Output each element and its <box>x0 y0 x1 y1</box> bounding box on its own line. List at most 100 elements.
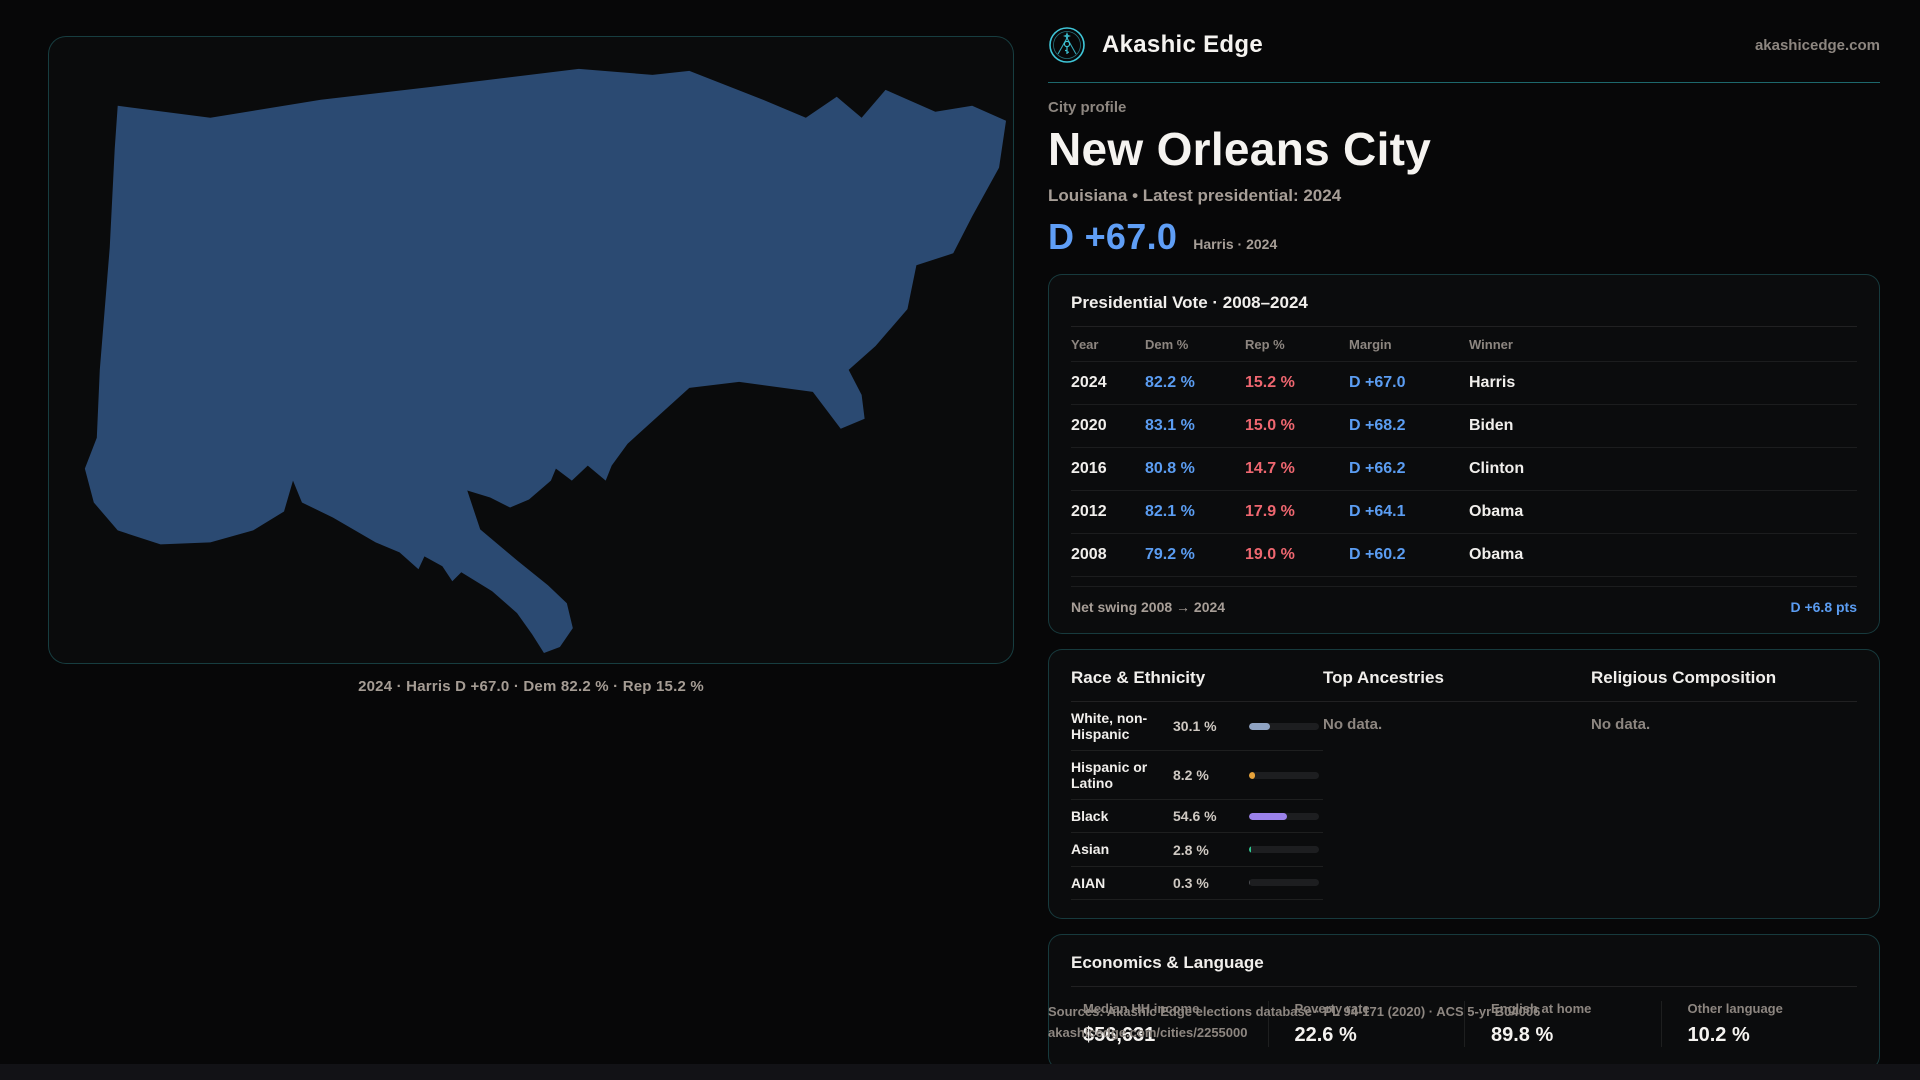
table-row: 2008 79.2 % 19.0 % D +60.2 Obama <box>1071 534 1857 577</box>
city-map-svg <box>84 68 1007 654</box>
headline-margin-row: D +67.0 Harris · 2024 <box>1048 216 1880 258</box>
headline-margin-value: D +67.0 <box>1048 216 1178 257</box>
cell-winner: Biden <box>1469 417 1514 434</box>
presidential-vote-card: Presidential Vote · 2008–2024 Year Dem %… <box>1048 274 1880 634</box>
race-bar <box>1249 846 1319 854</box>
site-header: Akashic Edge akashicedge.com <box>1048 26 1880 83</box>
race-bar <box>1249 771 1319 779</box>
divider <box>1071 326 1857 327</box>
table-row: 2012 82.1 % 17.9 % D +64.1 Obama <box>1071 491 1857 534</box>
page-title: New Orleans City <box>1048 123 1432 175</box>
stat-label: Other language <box>1687 1000 1783 1016</box>
map-caption: 2024 · Harris D +67.0 · Dem 82.2 % · Rep… <box>358 678 704 695</box>
race-label: AIAN <box>1071 874 1106 891</box>
cell-dem: 82.1 % <box>1145 503 1195 520</box>
race-value: 2.8 % <box>1173 841 1209 858</box>
cell-margin: D +68.2 <box>1349 417 1406 434</box>
religion-column: Religious Composition No data. <box>1591 668 1857 900</box>
religion-empty-state: No data. <box>1591 716 1651 733</box>
col-rep: Rep % <box>1245 337 1285 352</box>
table-row: 2016 80.8 % 14.7 % D +66.2 Clinton <box>1071 448 1857 491</box>
race-label: White, non-Hispanic <box>1071 710 1148 743</box>
cell-year: 2024 <box>1071 374 1107 391</box>
cell-rep: 15.0 % <box>1245 417 1295 434</box>
eyebrow-label: City profile <box>1048 99 1127 116</box>
divider <box>1071 985 1857 987</box>
cell-winner: Obama <box>1469 546 1524 563</box>
cell-dem: 82.2 % <box>1145 374 1195 391</box>
race-value: 54.6 % <box>1173 808 1217 825</box>
cell-dem: 80.8 % <box>1145 460 1195 477</box>
stat-english-at-home: English at home 89.8 % <box>1464 1000 1661 1047</box>
ancestries-column: Top Ancestries No data. <box>1323 668 1591 900</box>
cell-year: 2016 <box>1071 460 1107 477</box>
stat-label: Poverty rate <box>1294 1000 1370 1016</box>
city-boundary-shape <box>84 68 1007 654</box>
col-dem: Dem % <box>1145 337 1189 352</box>
race-value: 0.3 % <box>1173 874 1209 891</box>
sources-footer: Sources: Akashic Edge elections database… <box>1048 1002 1880 1044</box>
net-swing-label: Net swing 2008 → 2024 <box>1071 599 1226 615</box>
table-row: 2024 82.2 % 15.2 % D +67.0 Harris <box>1071 362 1857 405</box>
cell-year: 2012 <box>1071 503 1107 520</box>
race-ethnicity-column: Race & Ethnicity White, non-Hispanic 30.… <box>1071 668 1323 900</box>
stat-value: $56,631 <box>1083 1023 1156 1046</box>
net-swing-row: Net swing 2008 → 2024 D +6.8 pts <box>1071 586 1857 615</box>
stat-value: 89.8 % <box>1491 1023 1554 1046</box>
religion-title: Religious Composition <box>1591 668 1857 702</box>
race-row: Asian 2.8 % <box>1071 833 1323 867</box>
stat-value: 22.6 % <box>1294 1023 1357 1046</box>
cell-winner: Harris <box>1469 374 1516 391</box>
cell-rep: 19.0 % <box>1245 546 1295 563</box>
race-label: Hispanic or Latino <box>1071 759 1148 792</box>
sources-line: Sources: Akashic Edge elections database… <box>1048 1004 1541 1019</box>
page-subtitle: Louisiana • Latest presidential: 2024 <box>1048 186 1342 205</box>
race-value: 8.2 % <box>1173 767 1209 784</box>
demographics-card: Race & Ethnicity White, non-Hispanic 30.… <box>1048 649 1880 919</box>
cell-rep: 14.7 % <box>1245 460 1295 477</box>
stat-value: 10.2 % <box>1687 1023 1750 1046</box>
economics-card: Economics & Language Median HH income $5… <box>1048 933 1880 1070</box>
col-winner: Winner <box>1469 337 1513 352</box>
cell-rep: 15.2 % <box>1245 374 1295 391</box>
cell-winner: Clinton <box>1469 460 1525 477</box>
stat-median-income: Median HH income $56,631 <box>1071 1001 1268 1047</box>
ancestries-title: Top Ancestries <box>1323 668 1591 702</box>
city-map-panel <box>48 36 1014 664</box>
race-label: Black <box>1071 808 1109 825</box>
race-row: AIAN 0.3 % <box>1071 867 1323 900</box>
cell-winner: Obama <box>1469 503 1524 520</box>
cell-margin: D +64.1 <box>1349 503 1406 520</box>
cell-rep: 17.9 % <box>1245 503 1295 520</box>
cell-margin: D +67.0 <box>1349 374 1406 391</box>
economics-title: Economics & Language <box>1071 952 1264 972</box>
brand-name: Akashic Edge <box>1102 31 1263 58</box>
col-year: Year <box>1071 337 1099 352</box>
page-bottom-strip <box>0 1064 1920 1080</box>
site-url-link[interactable]: akashicedge.com <box>1754 36 1880 54</box>
race-value: 30.1 % <box>1173 718 1217 735</box>
stat-poverty-rate: Poverty rate 22.6 % <box>1267 1000 1465 1047</box>
race-bar <box>1249 722 1319 730</box>
cell-year: 2008 <box>1071 546 1107 563</box>
race-bar <box>1249 812 1319 820</box>
col-margin: Margin <box>1349 337 1392 352</box>
stat-other-language: Other language 10.2 % <box>1660 1000 1858 1047</box>
stat-label: English at home <box>1491 1000 1592 1016</box>
race-row: White, non-Hispanic 30.1 % <box>1071 702 1323 752</box>
race-row: Black 54.6 % <box>1071 800 1323 834</box>
race-row: Hispanic or Latino 8.2 % <box>1071 751 1323 801</box>
ancestries-empty-state: No data. <box>1323 716 1383 733</box>
race-bar <box>1249 879 1319 887</box>
vote-card-title: Presidential Vote · 2008–2024 <box>1071 293 1308 312</box>
cell-year: 2020 <box>1071 417 1107 434</box>
profile-panel: Akashic Edge akashicedge.com City profil… <box>1048 26 1880 1070</box>
stat-label: Median HH income <box>1083 1000 1200 1016</box>
vote-table-header: Year Dem % Rep % Margin Winner <box>1071 327 1857 362</box>
cell-margin: D +66.2 <box>1349 460 1406 477</box>
net-swing-value: D +6.8 pts <box>1790 599 1857 615</box>
headline-margin-note: Harris · 2024 <box>1193 236 1278 252</box>
cell-margin: D +60.2 <box>1349 546 1406 563</box>
sources-url: akashicedge.com/cities/2255000 <box>1048 1024 1248 1040</box>
cell-dem: 83.1 % <box>1145 417 1195 434</box>
